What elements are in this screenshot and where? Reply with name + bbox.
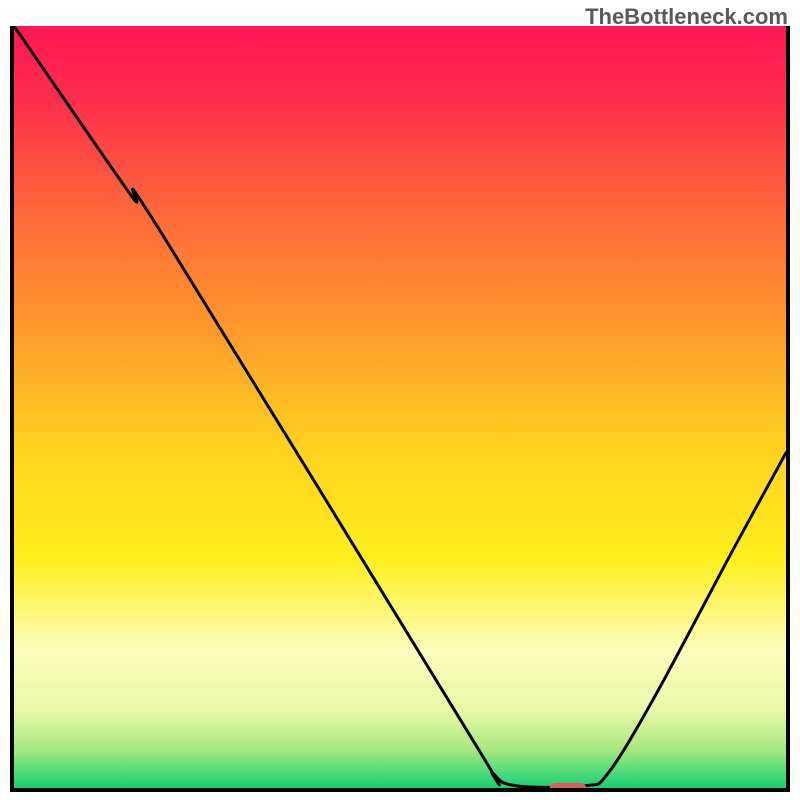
chart-container: TheBottleneck.com [0,0,800,800]
watermark-text: TheBottleneck.com [585,4,788,30]
bottleneck-curve [14,26,786,788]
optimal-marker [549,783,587,792]
plot-area [10,26,790,792]
curve-path [14,26,786,787]
